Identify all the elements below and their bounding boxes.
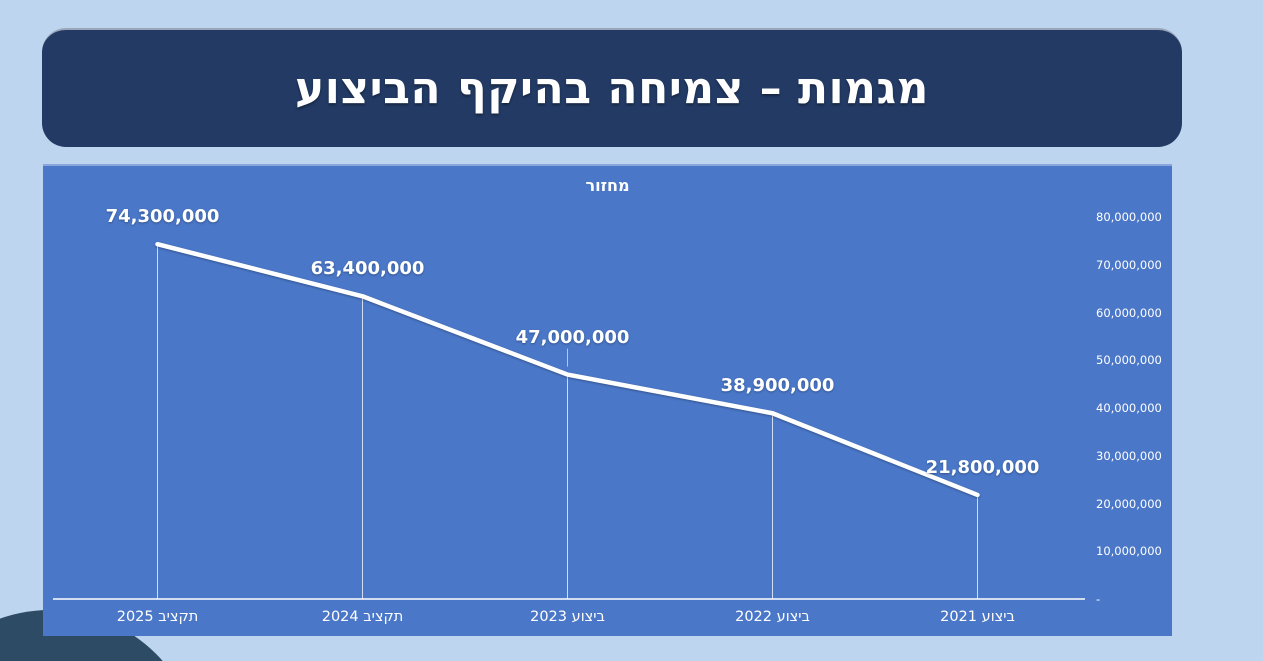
y-axis-tick-label: - <box>1096 592 1101 606</box>
data-point-label: 63,400,000 <box>310 258 425 280</box>
data-point-label: 47,000,000 <box>515 326 630 348</box>
y-axis-tick-label: 40,000,000 <box>1096 401 1162 415</box>
series-line <box>155 241 980 498</box>
x-axis-category-label: ביצוע 2021 <box>940 609 1015 625</box>
x-axis-category-label: ביצוע 2023 <box>530 609 605 625</box>
slide-title: מגמות – צמיחה בהיקף הביצוע <box>294 63 929 114</box>
line-chart <box>53 241 1085 600</box>
data-point-label: 21,800,000 <box>925 456 1040 478</box>
x-axis-category-label: תקציב 2025 <box>116 609 199 625</box>
x-axis-category-label: ביצוע 2022 <box>735 609 810 625</box>
y-axis-tick-label: 20,000,000 <box>1096 496 1162 511</box>
data-point-label: 38,900,000 <box>720 375 835 397</box>
slide-title-box: מגמות – צמיחה בהיקף הביצוע <box>42 28 1182 147</box>
y-axis-tick-label: 70,000,000 <box>1096 257 1162 272</box>
y-axis-tick-label: 80,000,000 <box>1096 210 1162 224</box>
y-axis-tick-label: 30,000,000 <box>1096 448 1162 463</box>
chart-panel: מחזור - 10,000,000 20,000,000 30,000,000 40,… <box>43 164 1172 636</box>
chart-title: מחזור <box>585 176 630 195</box>
y-axis-tick-label: 10,000,000 <box>1096 544 1162 559</box>
data-point-label: 74,300,000 <box>105 206 220 228</box>
x-axis-category-label: תקציב 2024 <box>321 609 404 625</box>
y-axis-tick-label: 50,000,000 <box>1096 353 1162 368</box>
y-axis-tick-label: 60,000,000 <box>1096 305 1162 320</box>
